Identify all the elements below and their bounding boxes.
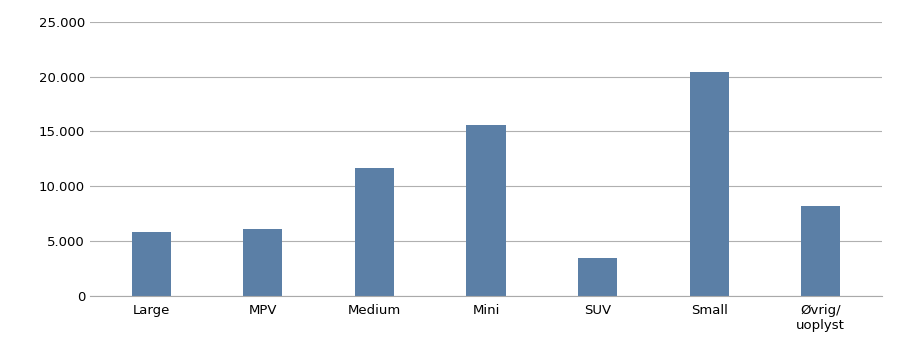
Bar [689,71,729,296]
Bar [466,125,506,296]
Bar [801,206,841,296]
Bar [131,232,171,296]
Bar [243,229,283,296]
Bar [355,168,394,296]
Bar [578,258,617,296]
